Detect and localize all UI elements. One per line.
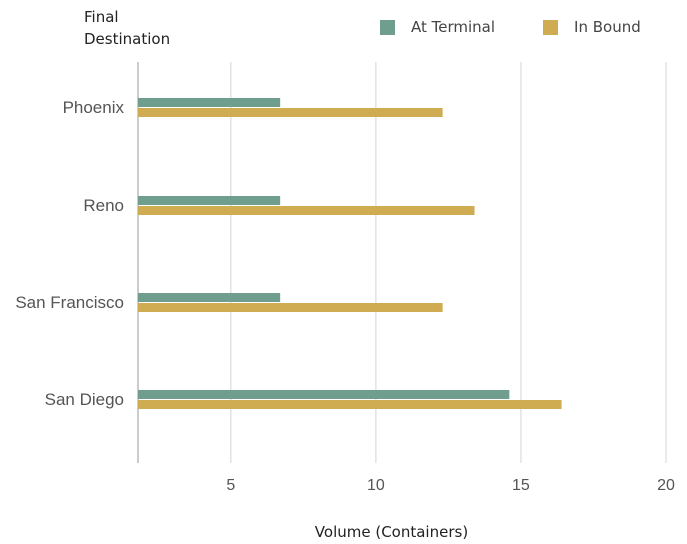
x-tick-label-5: 5 — [226, 477, 235, 494]
category-label-0: Phoenix — [63, 98, 125, 117]
legend-label-in-bound: In Bound — [574, 18, 641, 36]
legend-label-at-terminal: At Terminal — [411, 18, 496, 36]
x-tick-label-15: 15 — [512, 477, 530, 494]
bar-at-terminal-0 — [138, 98, 281, 107]
legend-swatch-at-terminal — [380, 19, 395, 35]
bar-in-bound-2 — [138, 303, 443, 312]
bar-at-terminal-2 — [138, 293, 281, 302]
bar-at-terminal-1 — [138, 196, 281, 205]
x-tick-label-20: 20 — [657, 477, 675, 494]
category-label-3: San Diego — [45, 390, 124, 409]
bar-in-bound-1 — [138, 206, 475, 215]
legend: At Terminal In Bound — [380, 18, 641, 36]
bar-in-bound-0 — [138, 108, 443, 117]
legend-item-at-terminal: At Terminal — [380, 18, 495, 36]
bar-at-terminal-3 — [138, 390, 510, 399]
y-axis-title: Final Destination — [84, 8, 171, 48]
x-tick-label-10: 10 — [367, 477, 385, 494]
legend-item-in-bound: In Bound — [543, 18, 641, 36]
bar-in-bound-3 — [138, 400, 562, 409]
category-label-1: Reno — [83, 196, 124, 215]
category-label-2: San Francisco — [15, 293, 124, 312]
legend-swatch-in-bound — [543, 19, 559, 35]
x-axis-title: Volume (Containers) — [314, 523, 469, 541]
